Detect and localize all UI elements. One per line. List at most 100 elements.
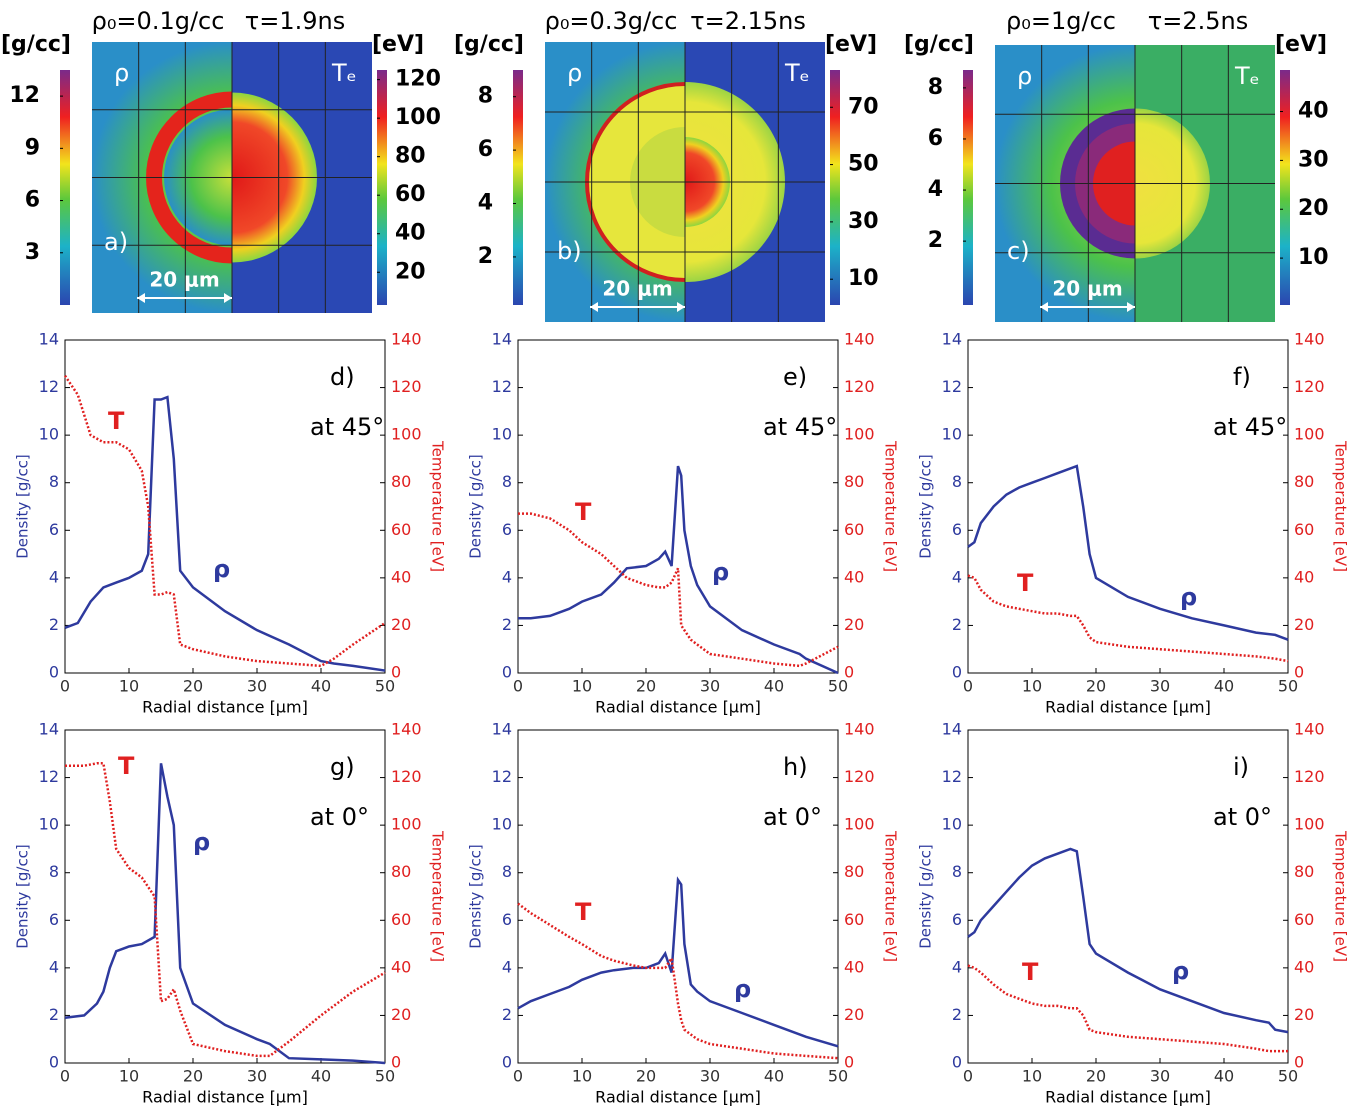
x-tick-label: 30 [247, 677, 267, 696]
x-tick-label: 10 [119, 677, 139, 696]
colorbar-tick-label: 20 [395, 259, 426, 284]
series-label: ρ [213, 555, 230, 583]
x-tick-label: 0 [513, 1067, 523, 1086]
y-tick-label: 4 [49, 567, 59, 586]
colorbar-tick-label: 8 [478, 84, 493, 109]
colorbar-tick-label: 2 [478, 244, 493, 269]
panel-title: ρ₀=0.3g/cc [545, 7, 678, 35]
rho-label: ρ [114, 59, 129, 87]
x-tick-label: 50 [375, 677, 395, 696]
x-tick-label: 30 [1150, 677, 1170, 696]
annotation: at 0° [310, 803, 369, 831]
y-tick-label: 14 [39, 720, 59, 739]
x-tick-label: 30 [247, 1067, 267, 1086]
plot-frame [967, 729, 1289, 1064]
series-label: T [108, 407, 125, 435]
panel-subtitle: τ=2.15ns [690, 7, 806, 35]
x-tick-label: 0 [963, 677, 973, 696]
panel-label: c) [1007, 237, 1030, 265]
colorbar-tick-label: 100 [395, 105, 441, 130]
y2-tick-label: 140 [844, 720, 875, 739]
y2-tick-label: 120 [391, 377, 422, 396]
x-tick-label: 30 [700, 1067, 720, 1086]
series-line [967, 464, 1289, 641]
y-tick-label: 4 [502, 957, 512, 976]
y-axis-label: Density [g/cc] [14, 454, 32, 559]
x-axis-label: Radial distance [μm] [1045, 1088, 1211, 1107]
y2-tick-label: 40 [844, 957, 864, 976]
x-tick-label: 20 [183, 677, 203, 696]
panel-label: e) [783, 363, 807, 391]
plot-frame [64, 339, 386, 674]
y-axis-label: Density [g/cc] [14, 844, 32, 949]
x-tick-label: 0 [963, 1067, 973, 1086]
y-tick-label: 0 [49, 663, 59, 682]
annotation: at 45° [310, 413, 384, 441]
series-label: T [575, 898, 592, 926]
colorbar-tick-label: 80 [395, 144, 426, 169]
y-tick-label: 8 [502, 862, 512, 881]
x-tick-label: 40 [764, 1067, 784, 1086]
series-line [518, 465, 839, 675]
y2-axis-label: Temperature [eV] [1332, 830, 1350, 962]
colorbar-tick-label: 6 [25, 188, 40, 213]
y2-tick-label: 100 [391, 425, 422, 444]
y2-tick-label: 60 [391, 520, 411, 539]
colorbar-tick-label: 30 [848, 209, 879, 234]
colorbar-tick-label: 6 [478, 137, 493, 162]
y2-tick-label: 0 [391, 1053, 401, 1072]
y-tick-label: 8 [952, 862, 962, 881]
y-tick-label: 6 [502, 520, 512, 539]
annotation: at 0° [763, 803, 822, 831]
y-tick-label: 8 [952, 472, 962, 491]
y-axis-label: Density [g/cc] [467, 454, 485, 559]
x-tick-label: 10 [572, 1067, 592, 1086]
x-axis-label: Radial distance [μm] [142, 1088, 308, 1107]
y2-tick-label: 140 [844, 330, 875, 349]
y-tick-label: 12 [492, 767, 512, 786]
left-unit: [g/cc] [904, 32, 974, 57]
panel-label: b) [557, 237, 582, 265]
left-colorbar [60, 70, 70, 305]
y-tick-label: 2 [952, 615, 962, 634]
colorbar-tick-label: 9 [25, 135, 40, 160]
y-tick-label: 8 [49, 472, 59, 491]
y-tick-label: 2 [502, 1005, 512, 1024]
y2-tick-label: 40 [1294, 567, 1314, 586]
series-label: T [575, 498, 592, 526]
panel-title: ρ₀=1g/cc [1006, 7, 1116, 35]
y2-tick-label: 80 [391, 472, 411, 491]
x-tick-label: 20 [183, 1067, 203, 1086]
y2-tick-label: 40 [391, 957, 411, 976]
y-tick-label: 0 [952, 663, 962, 682]
colorbar-tick-label: 8 [928, 75, 943, 100]
y-axis-label: Density [g/cc] [917, 844, 935, 949]
y-axis-label: Density [g/cc] [467, 844, 485, 949]
y2-tick-label: 80 [391, 862, 411, 881]
y-tick-label: 10 [942, 425, 962, 444]
y2-tick-label: 80 [1294, 472, 1314, 491]
y2-tick-label: 100 [391, 815, 422, 834]
y-tick-label: 4 [952, 567, 962, 586]
x-tick-label: 10 [572, 677, 592, 696]
y-tick-label: 0 [952, 1053, 962, 1072]
right-unit: [eV] [825, 32, 877, 57]
rho-label: ρ [567, 59, 582, 87]
y-tick-label: 12 [39, 377, 59, 396]
y2-tick-label: 80 [844, 862, 864, 881]
x-axis-label: Radial distance [μm] [595, 1088, 761, 1107]
y2-tick-label: 140 [1294, 330, 1325, 349]
y-axis-label: Density [g/cc] [917, 454, 935, 559]
colorbar-tick-label: 40 [1298, 99, 1329, 124]
series-label: ρ [193, 828, 210, 856]
y2-axis-label: Temperature [eV] [429, 440, 447, 572]
y2-tick-label: 40 [844, 567, 864, 586]
y2-tick-label: 120 [844, 377, 875, 396]
series-label: T [1017, 569, 1034, 597]
annotation: at 0° [1213, 803, 1272, 831]
series-line [517, 876, 839, 1048]
y2-tick-label: 0 [391, 663, 401, 682]
x-tick-label: 30 [700, 677, 720, 696]
y-tick-label: 14 [492, 330, 512, 349]
